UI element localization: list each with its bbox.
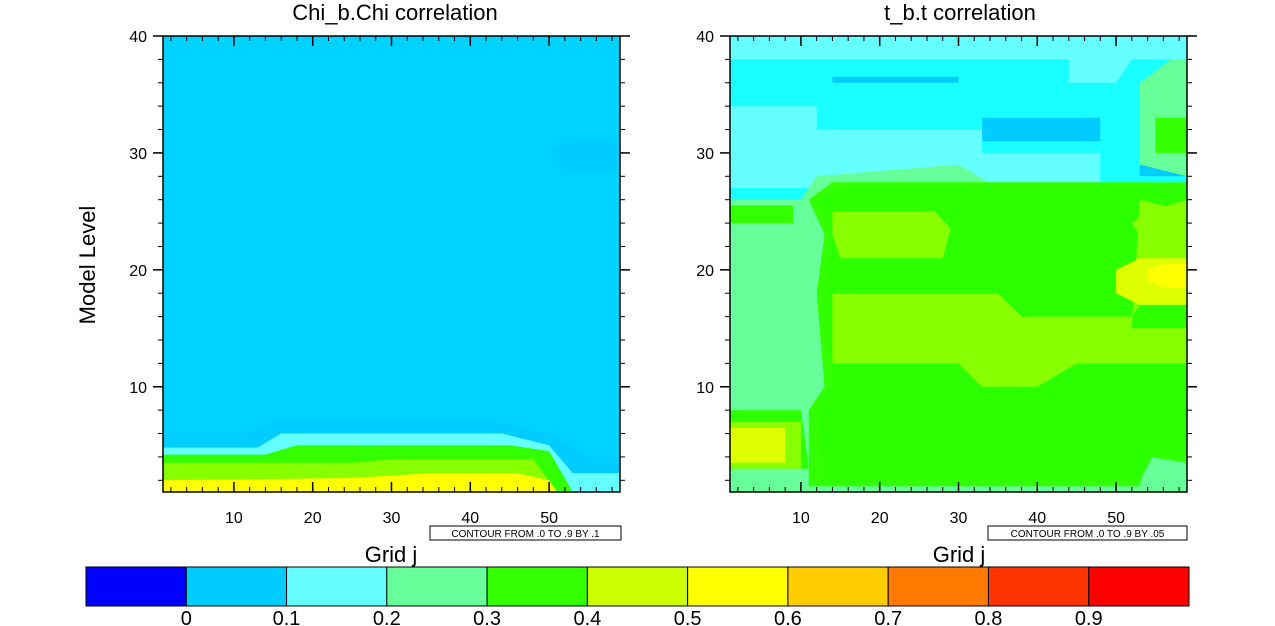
t-correlation-panel: t_b.t correlation 10 20 30 40 50 10 20 30 40 Gri… bbox=[696, 0, 1197, 567]
contour-info-text: CONTOUR FROM .0 TO .9 BY .1 bbox=[451, 529, 600, 540]
contour-region bbox=[730, 36, 1187, 83]
colorbar-swatch bbox=[887, 566, 989, 607]
colorbar-label: 0.3 bbox=[473, 608, 501, 626]
colorbar-swatch bbox=[987, 566, 1090, 607]
contour-info-box bbox=[429, 525, 622, 541]
colorbar-label: 0.6 bbox=[774, 608, 802, 626]
colorbar-swatch bbox=[687, 566, 789, 607]
panel-title: t_b.t correlation bbox=[884, 0, 1036, 25]
x-tick-label: 30 bbox=[950, 510, 968, 527]
y-axis-label: Model Level bbox=[75, 206, 100, 325]
y-tick-label: 40 bbox=[129, 29, 147, 46]
colorbar-swatch bbox=[386, 566, 488, 607]
x-tick-label: 20 bbox=[871, 510, 889, 527]
y-tick-label: 30 bbox=[696, 146, 714, 163]
x-tick-label: 30 bbox=[383, 510, 401, 527]
colorbar-swatch bbox=[586, 566, 689, 607]
contour-region bbox=[832, 76, 959, 83]
colorbar: 0 0.1 0.2 0.3 0.4 0.5 0.6 0.7 0.8 0.9 bbox=[85, 566, 1190, 626]
contour-region bbox=[832, 199, 1187, 387]
contour-region bbox=[163, 473, 557, 492]
contour-region bbox=[832, 211, 951, 259]
y-tick-label: 20 bbox=[696, 263, 714, 280]
colorbar-label: 0.9 bbox=[1075, 608, 1103, 626]
axis-ticks: 10 20 30 40 50 10 20 30 40 bbox=[696, 29, 1197, 527]
colorbar-label: 0.7 bbox=[874, 608, 902, 626]
colorbar-swatch bbox=[185, 566, 288, 607]
x-tick-label: 10 bbox=[792, 510, 810, 527]
contour-info-box bbox=[987, 525, 1188, 541]
chi-correlation-panel: Chi_b.Chi correlation 10 20 30 40 50 10 20 30 40… bbox=[75, 0, 630, 567]
colorbar-label: 0.5 bbox=[674, 608, 702, 626]
axis-ticks: 10 20 30 40 50 10 20 30 40 bbox=[129, 29, 630, 527]
contour-region bbox=[1155, 117, 1187, 153]
contour-region bbox=[730, 205, 793, 224]
x-axis-label: Grid j bbox=[365, 542, 418, 567]
x-tick-label: 40 bbox=[1028, 510, 1046, 527]
colorbar-label: 0.1 bbox=[273, 608, 301, 626]
colorbar-label: 0 bbox=[181, 608, 192, 626]
y-tick-label: 30 bbox=[129, 146, 147, 163]
contour-plot bbox=[162, 35, 621, 493]
colorbar-label: 0.2 bbox=[373, 608, 401, 626]
colorbar-swatch bbox=[85, 566, 187, 607]
contour-background bbox=[163, 36, 620, 492]
x-tick-label: 20 bbox=[304, 510, 322, 527]
colorbar-swatch bbox=[286, 566, 388, 607]
y-tick-label: 40 bbox=[696, 29, 714, 46]
contour-region bbox=[730, 427, 786, 463]
y-tick-label: 10 bbox=[129, 380, 147, 397]
contour-region bbox=[982, 117, 1101, 142]
contour-info-text: CONTOUR FROM .0 TO .9 BY .05 bbox=[1011, 529, 1165, 540]
contour-region bbox=[1131, 199, 1187, 247]
colorbar-swatch bbox=[1088, 566, 1190, 607]
x-tick-label: 10 bbox=[225, 510, 243, 527]
x-axis-label: Grid j bbox=[933, 542, 986, 567]
contour-plot bbox=[729, 35, 1188, 493]
x-tick-label: 40 bbox=[461, 510, 479, 527]
contour-region bbox=[549, 141, 620, 171]
colorbar-label: 0.8 bbox=[975, 608, 1003, 626]
panel-title: Chi_b.Chi correlation bbox=[292, 0, 497, 25]
x-tick-label: 50 bbox=[1107, 510, 1125, 527]
colorbar-swatch bbox=[486, 566, 588, 607]
colorbar-label: 0.4 bbox=[573, 608, 601, 626]
colorbar-swatch bbox=[787, 566, 889, 607]
y-tick-label: 10 bbox=[696, 380, 714, 397]
y-tick-label: 20 bbox=[129, 263, 147, 280]
contour-region bbox=[730, 106, 1101, 188]
x-tick-label: 50 bbox=[540, 510, 558, 527]
contour-region bbox=[1147, 264, 1187, 288]
